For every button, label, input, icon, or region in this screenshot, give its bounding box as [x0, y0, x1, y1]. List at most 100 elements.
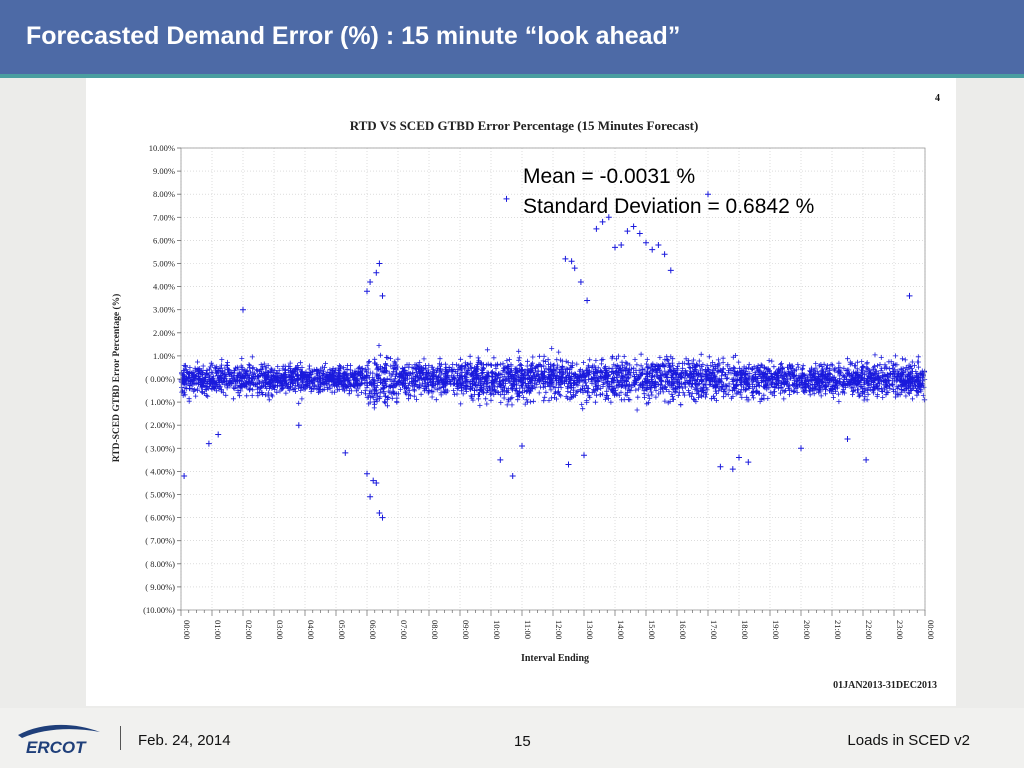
x-tick-label: 14:00 [616, 620, 626, 639]
y-axis-label: RTD-SCED GTBD Error Percentage (%) [111, 294, 122, 463]
mean-annotation: Mean = -0.0031 % [523, 165, 695, 188]
y-tick-label: ( 6.00%) [145, 513, 175, 523]
scatter-point [205, 440, 212, 447]
x-tick-label: 09:00 [461, 620, 471, 639]
scatter-point [655, 242, 662, 249]
x-tick-label: 12:00 [554, 620, 564, 639]
scatter-point [624, 228, 631, 235]
scatter-point [376, 260, 383, 267]
y-tick-label: 3.00% [153, 305, 175, 315]
scatter-point [379, 292, 386, 299]
scatter-point [364, 470, 370, 477]
y-tick-label: ( 2.00%) [145, 420, 175, 430]
scatter-chart: 4 RTD VS SCED GTBD Error Percentage (15 … [111, 93, 940, 691]
scatter-point [667, 267, 674, 274]
y-tick-label: 4.00% [153, 282, 175, 292]
scatter-point [240, 306, 246, 313]
y-tick-label: 9.00% [153, 166, 175, 176]
scatter-point [729, 466, 736, 473]
scatter-point [605, 214, 612, 221]
logo-text: ERCOT [26, 738, 87, 757]
scatter-point [661, 251, 668, 258]
x-tick-label: 08:00 [430, 620, 440, 639]
y-tick-label: ( 4.00%) [145, 466, 175, 476]
x-tick-label: 17:00 [709, 620, 719, 639]
scatter-point [519, 442, 525, 449]
y-tick-label: ( 8.00%) [145, 559, 175, 569]
scatter-point [599, 218, 606, 225]
x-tick-label: 06:00 [368, 620, 378, 639]
scatter-point [612, 244, 618, 251]
scatter-point [364, 288, 370, 295]
date-range-label: 01JAN2013-31DEC2013 [833, 680, 937, 691]
scatter-point [181, 473, 188, 480]
x-tick-label: 02:00 [244, 620, 254, 639]
y-tick-label: 7.00% [153, 212, 175, 222]
scatter-point [745, 459, 752, 466]
scatter-point [636, 230, 643, 237]
x-tick-label: 04:00 [306, 620, 316, 639]
slide-header: Forecasted Demand Error (%) : 15 minute … [0, 0, 1024, 78]
y-tick-label: 8.00% [153, 189, 175, 199]
scatter-points [178, 191, 928, 521]
y-tick-label: 1.00% [153, 351, 175, 361]
scatter-point [568, 258, 575, 265]
y-axis-ticks: 10.00% 9.00% 8.00% 7.00% 6.00% 5.00% 4.00% 3.00… [143, 143, 181, 615]
x-tick-label: 05:00 [337, 620, 347, 639]
scatter-point [863, 456, 870, 463]
scatter-point [736, 454, 742, 461]
scatter-point [376, 509, 383, 516]
scatter-point [497, 456, 504, 463]
scatter-point [373, 269, 380, 276]
y-tick-label: 2.00% [153, 328, 175, 338]
scatter-point [370, 477, 377, 484]
corner-label: 4 [935, 93, 940, 104]
scatter-point [571, 265, 578, 272]
x-axis-ticks: 00:00 01:00 02:00 03:00 04:00 05:00 06:00 07:00… [180, 610, 936, 639]
x-tick-label: 00:00 [926, 620, 936, 639]
y-tick-label: 10.00% [149, 143, 175, 153]
scatter-point [630, 223, 637, 230]
x-tick-label: 07:00 [399, 620, 409, 639]
y-tick-label: ( 9.00%) [145, 582, 175, 592]
footer-date: Feb. 24, 2014 [138, 732, 231, 749]
scatter-point [717, 463, 724, 470]
ercot-logo: ERCOT [18, 724, 100, 757]
x-tick-label: 23:00 [895, 620, 905, 639]
x-tick-label: 00:00 [182, 620, 192, 639]
x-tick-label: 01:00 [213, 620, 223, 639]
y-tick-label: 6.00% [153, 235, 175, 245]
scatter-point [367, 493, 374, 500]
scatter-point [906, 292, 913, 299]
scatter-point [643, 239, 649, 246]
x-tick-label: 11:00 [523, 620, 533, 639]
x-axis-label: Interval Ending [521, 653, 589, 664]
scatter-point [373, 479, 380, 486]
x-tick-label: 03:00 [275, 620, 285, 639]
scatter-point [705, 191, 711, 198]
scatter-point [367, 278, 374, 285]
scatter-point [593, 225, 600, 232]
y-tick-label: (10.00%) [143, 605, 175, 615]
scatter-point [562, 255, 569, 262]
scatter-point [503, 195, 510, 202]
scatter-point [509, 473, 516, 480]
y-tick-label: ( 3.00%) [145, 443, 175, 453]
y-tick-label: ( 7.00%) [145, 536, 175, 546]
x-tick-label: 18:00 [740, 620, 750, 639]
x-tick-label: 19:00 [771, 620, 781, 639]
x-tick-label: 10:00 [492, 620, 502, 639]
scatter-point [618, 242, 625, 249]
scatter-point [798, 445, 804, 452]
footer-divider [120, 726, 121, 750]
scatter-point [565, 461, 572, 468]
footer-presentation-title: Loads in SCED v2 [847, 732, 970, 749]
y-tick-label: ( 1.00%) [145, 397, 175, 407]
x-tick-label: 13:00 [585, 620, 595, 639]
slide-title: Forecasted Demand Error (%) : 15 minute … [26, 22, 681, 50]
y-tick-label: ( 0.00%) [145, 374, 175, 384]
page-number: 15 [514, 733, 531, 750]
x-tick-label: 20:00 [802, 620, 812, 639]
chart-title: RTD VS SCED GTBD Error Percentage (15 Mi… [350, 118, 699, 133]
x-tick-label: 21:00 [833, 620, 843, 639]
